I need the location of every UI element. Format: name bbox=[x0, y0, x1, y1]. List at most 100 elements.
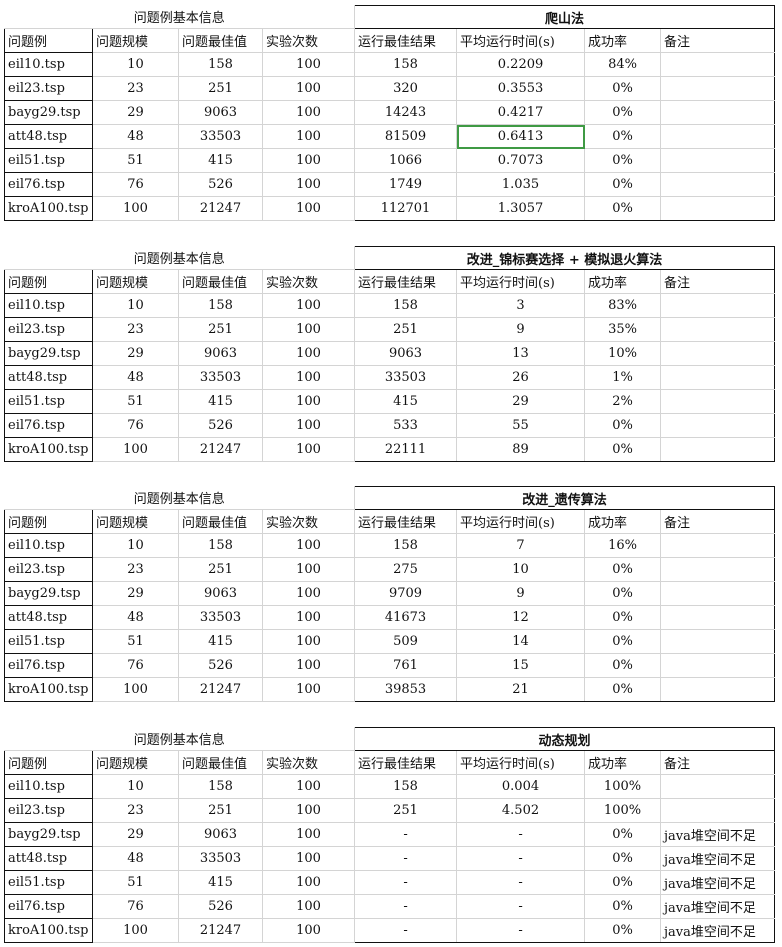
table-cell[interactable]: 100 bbox=[261, 365, 356, 390]
table-cell[interactable]: 21247 bbox=[178, 437, 263, 462]
table-cell[interactable]: 251 bbox=[178, 317, 263, 342]
table-cell[interactable]: 0.6413 bbox=[456, 124, 586, 149]
table-cell[interactable]: eil10.tsp bbox=[4, 293, 93, 318]
table-cell[interactable]: java堆空间不足 bbox=[660, 918, 776, 943]
table-cell[interactable]: 33503 bbox=[178, 124, 263, 149]
table-cell[interactable]: 100 bbox=[261, 389, 356, 414]
table-cell[interactable]: 1.035 bbox=[456, 172, 586, 197]
table-cell[interactable]: 100 bbox=[261, 918, 356, 943]
table-cell[interactable]: 100 bbox=[261, 413, 356, 438]
table-cell[interactable]: 0% bbox=[584, 557, 662, 582]
table-cell[interactable] bbox=[660, 437, 776, 462]
table-cell[interactable]: att48.tsp bbox=[4, 365, 93, 390]
table-cell[interactable]: 100 bbox=[261, 581, 356, 606]
table-cell[interactable]: 320 bbox=[354, 76, 458, 101]
table-cell[interactable]: 100 bbox=[261, 846, 356, 871]
table-cell[interactable]: eil76.tsp bbox=[4, 172, 93, 197]
table-cell[interactable]: 100 bbox=[261, 293, 356, 318]
table-cell[interactable]: 41673 bbox=[354, 605, 458, 630]
table-cell[interactable] bbox=[660, 100, 776, 125]
table-cell[interactable]: java堆空间不足 bbox=[660, 894, 776, 919]
table-cell[interactable]: 415 bbox=[178, 389, 263, 414]
table-cell[interactable]: kroA100.tsp bbox=[4, 918, 93, 943]
table-cell[interactable]: 0% bbox=[584, 172, 662, 197]
table-cell[interactable]: 0% bbox=[584, 581, 662, 606]
table-cell[interactable]: att48.tsp bbox=[4, 605, 93, 630]
table-cell[interactable]: - bbox=[354, 846, 458, 871]
table-cell[interactable]: 0.2209 bbox=[456, 52, 586, 77]
table-cell[interactable]: 23 bbox=[92, 798, 179, 823]
table-cell[interactable]: bayg29.tsp bbox=[4, 822, 93, 847]
table-cell[interactable]: eil76.tsp bbox=[4, 413, 93, 438]
table-cell[interactable]: eil10.tsp bbox=[4, 52, 93, 77]
table-cell[interactable]: kroA100.tsp bbox=[4, 196, 93, 221]
table-cell[interactable]: 51 bbox=[92, 870, 179, 895]
table-cell[interactable]: eil23.tsp bbox=[4, 798, 93, 823]
table-cell[interactable]: 100 bbox=[261, 894, 356, 919]
table-cell[interactable]: - bbox=[456, 846, 586, 871]
table-cell[interactable]: bayg29.tsp bbox=[4, 581, 93, 606]
table-cell[interactable]: 100 bbox=[92, 196, 179, 221]
table-cell[interactable]: 158 bbox=[178, 52, 263, 77]
table-cell[interactable]: java堆空间不足 bbox=[660, 870, 776, 895]
table-cell[interactable]: - bbox=[456, 822, 586, 847]
table-cell[interactable]: 251 bbox=[178, 798, 263, 823]
table-cell[interactable]: 100 bbox=[261, 798, 356, 823]
table-cell[interactable]: 100 bbox=[261, 52, 356, 77]
table-cell[interactable]: 100 bbox=[261, 774, 356, 799]
table-cell[interactable]: 21247 bbox=[178, 918, 263, 943]
table-cell[interactable]: 158 bbox=[178, 293, 263, 318]
table-cell[interactable]: eil23.tsp bbox=[4, 557, 93, 582]
table-cell[interactable]: 0% bbox=[584, 846, 662, 871]
table-cell[interactable]: 23 bbox=[92, 557, 179, 582]
table-cell[interactable]: 3 bbox=[456, 293, 586, 318]
table-cell[interactable]: 100 bbox=[261, 124, 356, 149]
table-cell[interactable] bbox=[660, 148, 776, 173]
table-cell[interactable]: 29 bbox=[92, 581, 179, 606]
table-cell[interactable]: 761 bbox=[354, 653, 458, 678]
table-cell[interactable]: 0% bbox=[584, 100, 662, 125]
table-cell[interactable]: - bbox=[456, 918, 586, 943]
table-cell[interactable]: 251 bbox=[354, 798, 458, 823]
table-cell[interactable]: eil51.tsp bbox=[4, 148, 93, 173]
table-cell[interactable]: 16% bbox=[584, 533, 662, 558]
table-cell[interactable]: 100 bbox=[261, 196, 356, 221]
table-cell[interactable]: 0.004 bbox=[456, 774, 586, 799]
table-cell[interactable]: 0% bbox=[584, 124, 662, 149]
table-cell[interactable]: att48.tsp bbox=[4, 124, 93, 149]
table-cell[interactable]: 76 bbox=[92, 894, 179, 919]
table-cell[interactable]: 100 bbox=[92, 437, 179, 462]
table-cell[interactable]: 9 bbox=[456, 581, 586, 606]
table-cell[interactable]: bayg29.tsp bbox=[4, 100, 93, 125]
table-cell[interactable]: 48 bbox=[92, 365, 179, 390]
table-cell[interactable]: 0% bbox=[584, 196, 662, 221]
table-cell[interactable]: 0% bbox=[584, 918, 662, 943]
table-cell[interactable]: 415 bbox=[354, 389, 458, 414]
table-cell[interactable]: 10 bbox=[92, 293, 179, 318]
table-cell[interactable]: 0% bbox=[584, 437, 662, 462]
table-cell[interactable]: java堆空间不足 bbox=[660, 846, 776, 871]
table-cell[interactable]: eil51.tsp bbox=[4, 870, 93, 895]
table-cell[interactable]: 21 bbox=[456, 677, 586, 702]
table-cell[interactable]: 415 bbox=[178, 629, 263, 654]
table-cell[interactable]: 48 bbox=[92, 846, 179, 871]
table-cell[interactable]: 100 bbox=[261, 629, 356, 654]
table-cell[interactable]: 100 bbox=[261, 317, 356, 342]
table-cell[interactable]: eil10.tsp bbox=[4, 774, 93, 799]
table-cell[interactable]: kroA100.tsp bbox=[4, 677, 93, 702]
table-cell[interactable]: 15 bbox=[456, 653, 586, 678]
table-cell[interactable]: 100% bbox=[584, 798, 662, 823]
table-cell[interactable]: 29 bbox=[92, 822, 179, 847]
table-cell[interactable]: 158 bbox=[178, 774, 263, 799]
table-cell[interactable]: 100 bbox=[261, 437, 356, 462]
table-cell[interactable]: 158 bbox=[354, 774, 458, 799]
table-cell[interactable]: eil23.tsp bbox=[4, 76, 93, 101]
table-cell[interactable]: 10 bbox=[456, 557, 586, 582]
table-cell[interactable]: 21247 bbox=[178, 196, 263, 221]
table-cell[interactable] bbox=[660, 76, 776, 101]
table-cell[interactable]: 33503 bbox=[178, 605, 263, 630]
table-cell[interactable]: - bbox=[456, 894, 586, 919]
table-cell[interactable]: 100 bbox=[261, 100, 356, 125]
table-cell[interactable]: 100% bbox=[584, 774, 662, 799]
table-cell[interactable]: 35% bbox=[584, 317, 662, 342]
